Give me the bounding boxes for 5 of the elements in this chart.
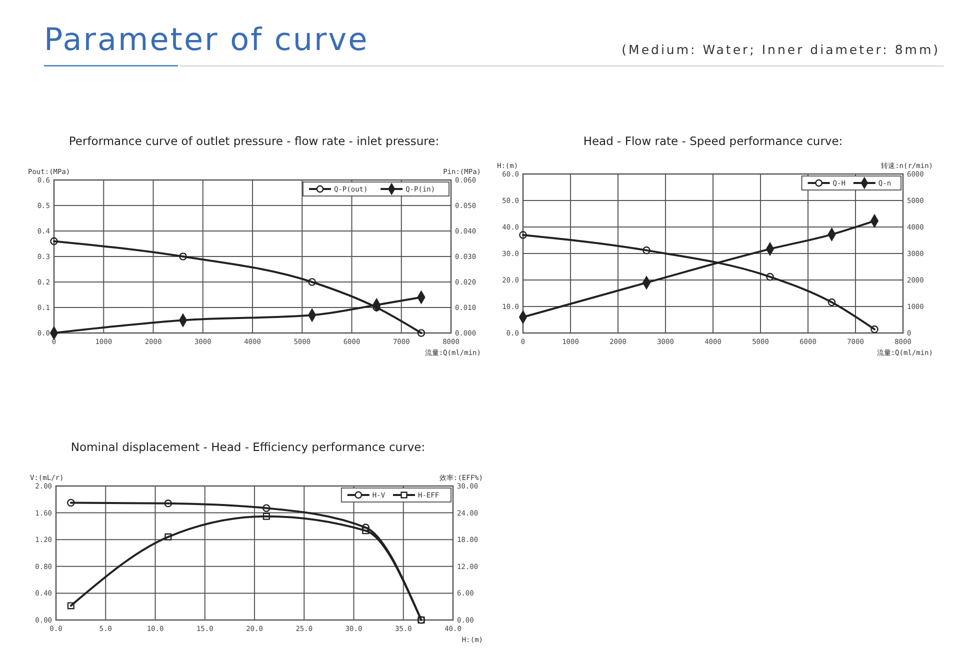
chart-title: Performance curve of outlet pressure - flow rate - inlet pressure: bbox=[68, 134, 440, 148]
chart-title: Head - Flow rate - Speed performance curve: bbox=[583, 134, 843, 148]
chart-title: Nominal displacement - Head - Efficiency performance curve: bbox=[70, 440, 426, 454]
text: Parameter of curve bbox=[44, 22, 369, 58]
text: (Medium: Water; Inner diameter: 8mm) bbox=[622, 42, 940, 57]
